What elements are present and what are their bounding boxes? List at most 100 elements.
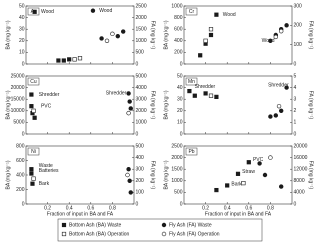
y-tick-label: 20 — [177, 108, 183, 114]
y2-tick-label: 20000 — [294, 143, 308, 149]
annotation: Shredder — [268, 83, 289, 89]
marker-circle — [128, 106, 133, 111]
legend-marker — [161, 222, 167, 228]
x-tick-label: 0.6 — [87, 205, 94, 211]
y2-tick-label: 0 — [136, 61, 139, 67]
marker-square — [187, 88, 192, 94]
marker-circle — [120, 29, 126, 34]
marker-square — [30, 181, 35, 186]
y-axis-label: BA (mg kg⁻¹) — [163, 90, 169, 119]
marker-square — [192, 93, 197, 98]
marker-square — [208, 93, 214, 98]
y2-tick-label: 2 — [294, 108, 297, 114]
y2-tick-label: 200 — [294, 23, 303, 29]
y2-tick-label: 3000 — [136, 97, 147, 103]
x-axis-label: Fraction of input in BA and FA — [47, 211, 114, 217]
x-tick-label: 0.8 — [267, 205, 274, 211]
y2-tick-label: 5000 — [136, 73, 147, 79]
y2-axis-label: FA (mg kg⁻¹) — [308, 91, 314, 120]
y-tick-label: 20 — [19, 38, 25, 44]
y-tick-label: 10 — [177, 120, 183, 126]
annotation: Bark — [39, 181, 50, 187]
marker-circle — [273, 113, 278, 118]
y2-tick-label: 300 — [136, 167, 145, 173]
y-tick-label: 40 — [177, 85, 183, 91]
y-tick-label: 10 — [19, 50, 25, 56]
title-box — [185, 147, 198, 156]
y2-tick-label: 4000 — [136, 85, 147, 91]
y2-tick-label: 16000 — [294, 155, 308, 161]
y2-tick-label: 300 — [294, 3, 303, 9]
x-tick-label: 0.4 — [66, 205, 73, 211]
marker-square — [32, 9, 37, 14]
annotation: PVC — [253, 157, 264, 163]
title-box — [185, 7, 198, 16]
marker-circle — [126, 167, 131, 172]
annotation: Wood — [223, 12, 236, 18]
y2-tick-label: 0 — [294, 131, 297, 137]
legend-marker — [61, 231, 67, 237]
x-tick-label: 0.2 — [202, 205, 209, 211]
annotation: Bark — [231, 182, 242, 188]
y-tick-label: 800 — [174, 15, 183, 21]
plot-frame — [25, 145, 135, 205]
marker-square — [31, 108, 36, 113]
y2-tick-label: 1500 — [136, 27, 147, 33]
marker-square — [61, 58, 66, 63]
y-tick-label: 40 — [19, 15, 25, 21]
y-tick-label: 0 — [180, 201, 183, 207]
annotation: Wood — [99, 8, 112, 14]
legend-label: Fly Ash (FA) Operation — [169, 231, 220, 237]
panel-title: Cr — [189, 9, 195, 15]
y-tick-label: 20000 — [11, 85, 25, 91]
y-tick-label: 0 — [180, 61, 183, 67]
panel-title: Cu — [30, 79, 37, 85]
y2-tick-label: 500 — [136, 50, 145, 56]
marker-circle — [279, 28, 284, 34]
marker-square — [208, 27, 214, 32]
y-tick-label: 1000 — [171, 3, 182, 9]
marker-circle — [127, 99, 132, 104]
y2-tick-label: 1 — [294, 120, 297, 126]
x-tick-label: 0.4 — [224, 205, 231, 211]
y-tick-label: 2000 — [171, 155, 182, 161]
y-tick-label: 800 — [16, 143, 25, 149]
annotation: PVC — [41, 103, 52, 109]
marker-square — [203, 38, 208, 43]
y2-axis-label: FA (mg kg⁻¹) — [308, 21, 314, 50]
y2-tick-label: 2000 — [136, 15, 147, 21]
panel-title: Mn — [188, 79, 195, 85]
marker-circle — [126, 110, 131, 116]
y2-tick-label: 500 — [136, 143, 145, 149]
y2-tick-label: 0 — [136, 201, 139, 207]
marker-square — [203, 91, 208, 96]
legend-box — [57, 218, 263, 242]
y-tick-label: 0 — [180, 131, 183, 137]
y2-tick-label: 100 — [136, 190, 145, 196]
y-tick-label: 0 — [22, 131, 25, 137]
y2-tick-label: 0 — [294, 201, 297, 207]
y-tick-label: 600 — [16, 158, 25, 164]
y-tick-label: 2500 — [171, 143, 182, 149]
y2-tick-label: 1000 — [136, 120, 147, 126]
y-tick-label: 1500 — [171, 167, 182, 173]
plot-frame — [183, 5, 293, 65]
y-tick-label: 30 — [177, 97, 183, 103]
y2-tick-label: 4 — [294, 85, 297, 91]
y-axis-label: BA (mg kg⁻¹) — [5, 20, 11, 49]
y-axis-label: BA (mg kg⁻¹) — [163, 160, 169, 189]
y-tick-label: 200 — [174, 50, 183, 56]
annotation: Shredder — [195, 84, 216, 90]
marker-square — [31, 176, 36, 181]
annotation: Wood — [262, 38, 275, 44]
annotation: Waste — [39, 163, 53, 169]
legend-label: Bottom Ash (BA) Waste — [69, 222, 122, 228]
marker-circle — [279, 108, 284, 114]
marker-circle — [125, 172, 130, 178]
y-tick-label: 10000 — [11, 108, 25, 114]
y-axis-label: BA (mg kg⁻¹) — [5, 160, 11, 189]
marker-circle — [90, 8, 96, 13]
marker-square — [246, 160, 251, 165]
marker-square — [77, 56, 83, 61]
